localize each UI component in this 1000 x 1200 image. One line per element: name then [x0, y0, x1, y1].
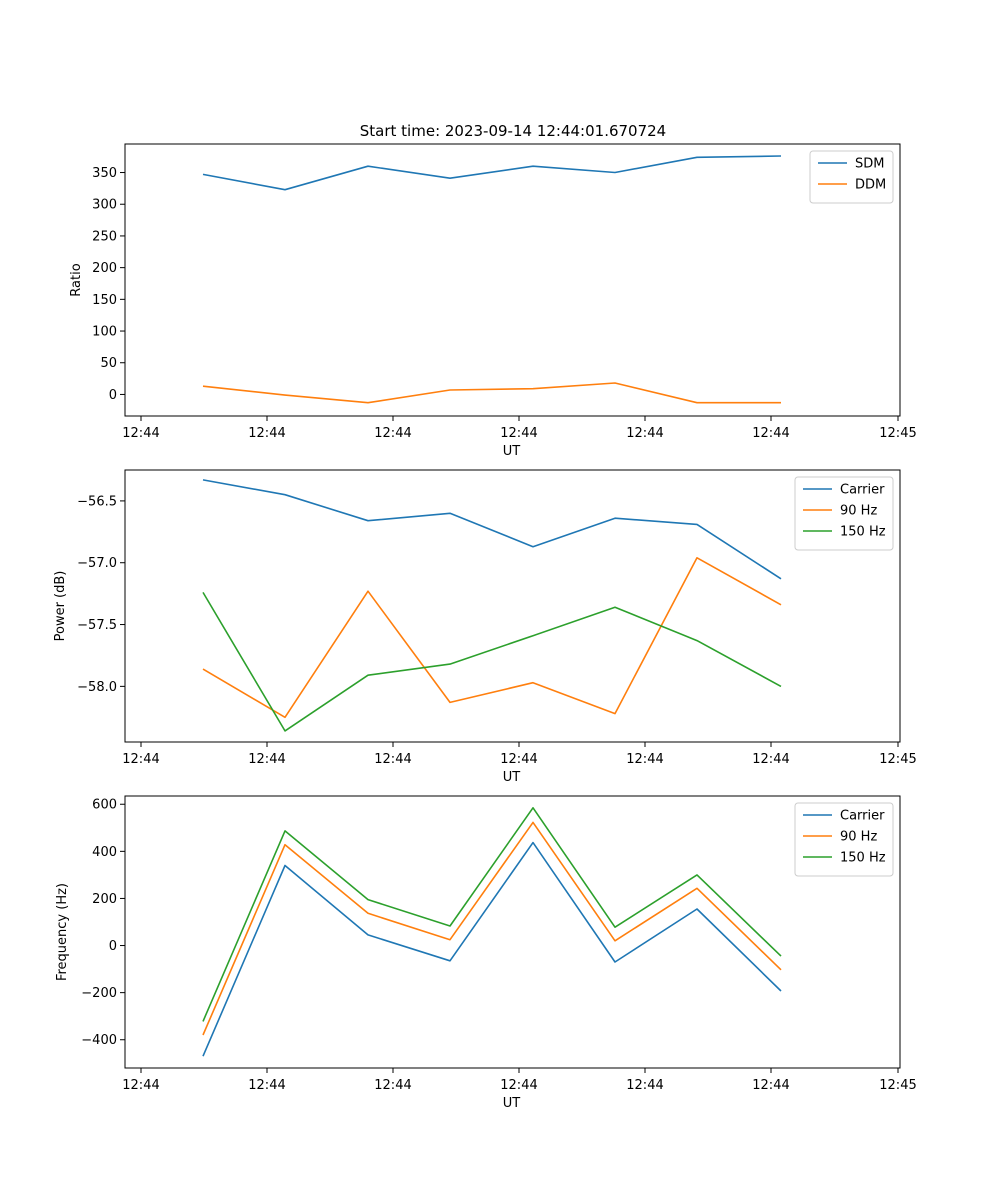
- x-tick-label: 12:45: [879, 1078, 916, 1093]
- x-tick-label: 12:44: [752, 426, 789, 441]
- legend-label-carrier: Carrier: [840, 483, 885, 498]
- legend-box: [809, 150, 894, 204]
- x-tick-label: 12:44: [248, 1078, 285, 1093]
- x-tick-label: 12:44: [500, 1078, 537, 1093]
- legend-label-ddm: DDM: [855, 178, 886, 193]
- series-line-ddm: [202, 382, 781, 404]
- y-tick-label: −56.5: [77, 494, 117, 509]
- y-tick-label: 600: [92, 798, 117, 813]
- series-line-carrier: [202, 841, 782, 1057]
- y-tick-label: 0: [109, 939, 117, 954]
- y-tick-label: 50: [100, 356, 117, 371]
- legend-label-90-hz: 90 Hz: [840, 504, 877, 519]
- x-tick-label: 12:44: [626, 1078, 663, 1093]
- x-axis-label: UT: [503, 444, 521, 459]
- legend-label-sdm: SDM: [855, 157, 884, 172]
- x-tick-label: 12:44: [374, 752, 411, 767]
- subplot-1: 12:44 12:44 12:44 12:44 12:44 12:44 12:45 0 50 10…: [69, 143, 917, 459]
- series-line-90-hz: [202, 556, 782, 719]
- y-tick-label: 150: [92, 293, 117, 308]
- y-tick-label: −57.5: [77, 618, 117, 633]
- x-tick-label: 12:44: [374, 1078, 411, 1093]
- x-tick-label: 12:44: [500, 426, 537, 441]
- y-tick-label: 400: [92, 845, 117, 860]
- subplot-3: 12:44 12:44 12:44 12:44 12:44 12:44 12:45 −400 −…: [55, 795, 917, 1111]
- x-tick-label: 12:44: [374, 426, 411, 441]
- legend: SDM DDM: [809, 150, 894, 204]
- x-tick-label: 12:45: [879, 752, 916, 767]
- y-tick-label: 300: [92, 198, 117, 213]
- y-tick-label: −400: [81, 1033, 117, 1048]
- x-tick-label: 12:44: [752, 752, 789, 767]
- y-axis-label: Frequency (Hz): [55, 883, 70, 981]
- series-line-150-hz: [202, 591, 782, 732]
- x-tick-label: 12:44: [626, 752, 663, 767]
- x-axis-label: UT: [503, 1096, 521, 1111]
- axes-frame: [124, 143, 901, 417]
- x-tick-label: 12:44: [122, 426, 159, 441]
- x-tick-label: 12:44: [248, 752, 285, 767]
- axes-frame: [124, 795, 901, 1069]
- series-line-carrier: [202, 479, 782, 580]
- y-tick-label: −200: [81, 986, 117, 1001]
- series-line-150-hz: [202, 806, 782, 1022]
- x-tick-label: 12:44: [752, 1078, 789, 1093]
- y-tick-label: 350: [92, 166, 117, 181]
- legend-label-carrier: Carrier: [840, 809, 885, 824]
- x-tick-label: 12:44: [500, 752, 537, 767]
- x-tick-label: 12:44: [626, 426, 663, 441]
- y-tick-label: −58.0: [77, 680, 117, 695]
- y-tick-label: 200: [92, 261, 117, 276]
- y-tick-label: −57.0: [77, 556, 117, 571]
- legend-label-90-hz: 90 Hz: [840, 830, 877, 845]
- axes-frame: [124, 469, 901, 743]
- legend-label-150-hz: 150 Hz: [840, 851, 886, 866]
- y-tick-label: 100: [92, 325, 117, 340]
- legend: Carrier 90 Hz 150 Hz: [794, 802, 894, 877]
- x-tick-label: 12:44: [248, 426, 285, 441]
- chart-title: Start time: 2023-09-14 12:44:01.670724: [360, 122, 666, 140]
- subplot-2: 12:44 12:44 12:44 12:44 12:44 12:44 12:45 −58.0…: [53, 469, 917, 785]
- y-axis-label: Ratio: [69, 263, 84, 296]
- legend: Carrier 90 Hz 150 Hz: [794, 476, 894, 551]
- y-tick-label: 0: [109, 388, 117, 403]
- y-tick-label: 200: [92, 892, 117, 907]
- x-tick-label: 12:44: [122, 752, 159, 767]
- x-tick-label: 12:44: [122, 1078, 159, 1093]
- y-axis-label: Power (dB): [53, 571, 68, 642]
- series-line-90-hz: [202, 821, 782, 1036]
- y-tick-label: 250: [92, 229, 117, 244]
- series-line-sdm: [202, 155, 782, 191]
- legend-label-150-hz: 150 Hz: [840, 525, 886, 540]
- x-axis-label: UT: [503, 770, 521, 785]
- x-tick-label: 12:45: [879, 426, 916, 441]
